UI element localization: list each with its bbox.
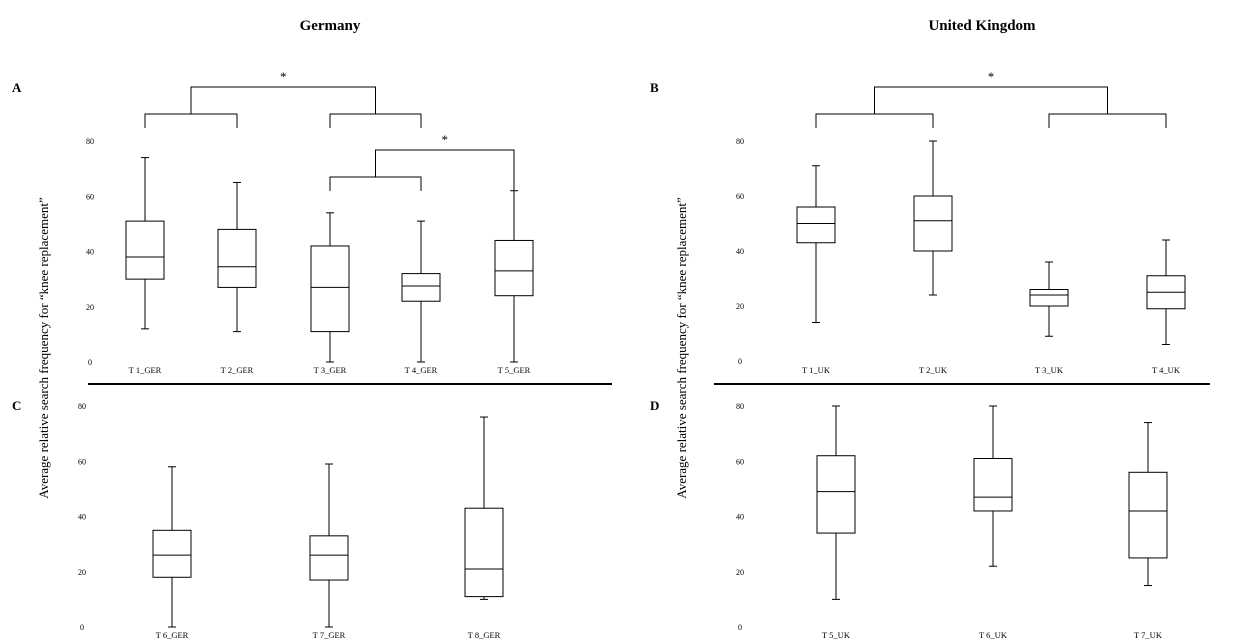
significance-group-bracket: [144, 113, 238, 128]
category-label: T 3_UK: [1035, 365, 1064, 375]
significance-bracket: [874, 86, 1108, 114]
panel-letter: D: [650, 398, 659, 413]
category-label: T 4_GER: [405, 365, 438, 375]
significance-bracket: [375, 149, 515, 191]
category-label: T 7_GER: [313, 630, 346, 640]
y-tick-label: 40: [736, 247, 744, 256]
category-label: T 4_UK: [1152, 365, 1181, 375]
category-label: T 3_GER: [314, 365, 347, 375]
category-label: T 2_GER: [221, 365, 254, 375]
category-label: T 1_UK: [802, 365, 831, 375]
box-iqr: [310, 245, 350, 333]
category-label: T 5_UK: [822, 630, 851, 640]
box-iqr: [464, 507, 504, 598]
box-iqr: [816, 455, 856, 534]
y-tick-label: 20: [86, 303, 94, 312]
category-label: T 8_GER: [468, 630, 501, 640]
y-tick-label: 40: [736, 513, 744, 522]
panel-c: C 0 20 40 60 80 T 6_GER T 7_GER T 8_GER: [12, 398, 504, 640]
y-tick-label: 80: [86, 137, 94, 146]
box-iqr: [913, 195, 953, 252]
significance-group-bracket: [329, 113, 422, 128]
y-tick-label: 80: [78, 402, 86, 411]
category-label: T 7_UK: [1134, 630, 1163, 640]
y-tick-label: 20: [736, 568, 744, 577]
y-tick-label: 0: [88, 358, 92, 367]
category-label: T 6_GER: [156, 630, 189, 640]
panel-b: B 0 20 40 60 80 T 1_UK T 2_UK T 3_UK T 4_UK *: [650, 69, 1186, 375]
y-axis-label-right: Average relative search frequency for “k…: [674, 197, 689, 499]
y-tick-label: 60: [86, 192, 94, 201]
box-iqr: [1029, 289, 1069, 307]
significance-star: *: [988, 69, 995, 84]
y-tick-label: 40: [78, 513, 86, 522]
panel-a: A 0 20 40 60 80 T 1_GER T 2_GER T 3_GER T 4_GER T …: [12, 69, 534, 375]
box-iqr: [973, 457, 1013, 512]
box-iqr: [401, 273, 441, 302]
y-tick-label: 60: [736, 457, 744, 466]
box-iqr: [217, 228, 257, 288]
category-label: T 5_GER: [498, 365, 531, 375]
y-tick-label: 0: [738, 357, 742, 366]
category-label: T 2_UK: [919, 365, 948, 375]
y-tick-label: 40: [86, 248, 94, 257]
y-tick-label: 60: [78, 457, 86, 466]
box-iqr: [1128, 471, 1168, 559]
category-label: T 6_UK: [979, 630, 1008, 640]
panel-letter: A: [12, 80, 22, 95]
panel-letter: B: [650, 80, 659, 95]
y-tick-label: 0: [738, 623, 742, 632]
box-iqr: [494, 239, 534, 297]
panel-letter: C: [12, 398, 21, 413]
box-iqr: [796, 206, 836, 244]
panel-d: D 0 20 40 60 80 T 5_UK T 6_UK T 7_UK: [650, 398, 1168, 640]
y-tick-label: 0: [80, 623, 84, 632]
significance-group-bracket: [815, 113, 934, 128]
y-tick-label: 20: [736, 302, 744, 311]
significance-star: *: [280, 69, 287, 84]
significance-group-bracket: [1048, 113, 1167, 128]
y-tick-label: 60: [736, 192, 744, 201]
y-tick-label: 80: [736, 137, 744, 146]
y-tick-label: 80: [736, 402, 744, 411]
box-iqr: [125, 220, 165, 280]
significance-bracket: [190, 86, 376, 114]
y-tick-label: 20: [78, 568, 86, 577]
heading-united-kingdom: United Kingdom: [928, 18, 1036, 34]
significance-star: *: [442, 132, 449, 147]
box-iqr: [309, 535, 349, 581]
box-iqr: [152, 529, 192, 578]
category-label: T 1_GER: [129, 365, 162, 375]
heading-germany: Germany: [300, 18, 361, 34]
y-axis-label-left: Average relative search frequency for “k…: [36, 197, 51, 499]
significance-group-bracket: [329, 176, 422, 191]
